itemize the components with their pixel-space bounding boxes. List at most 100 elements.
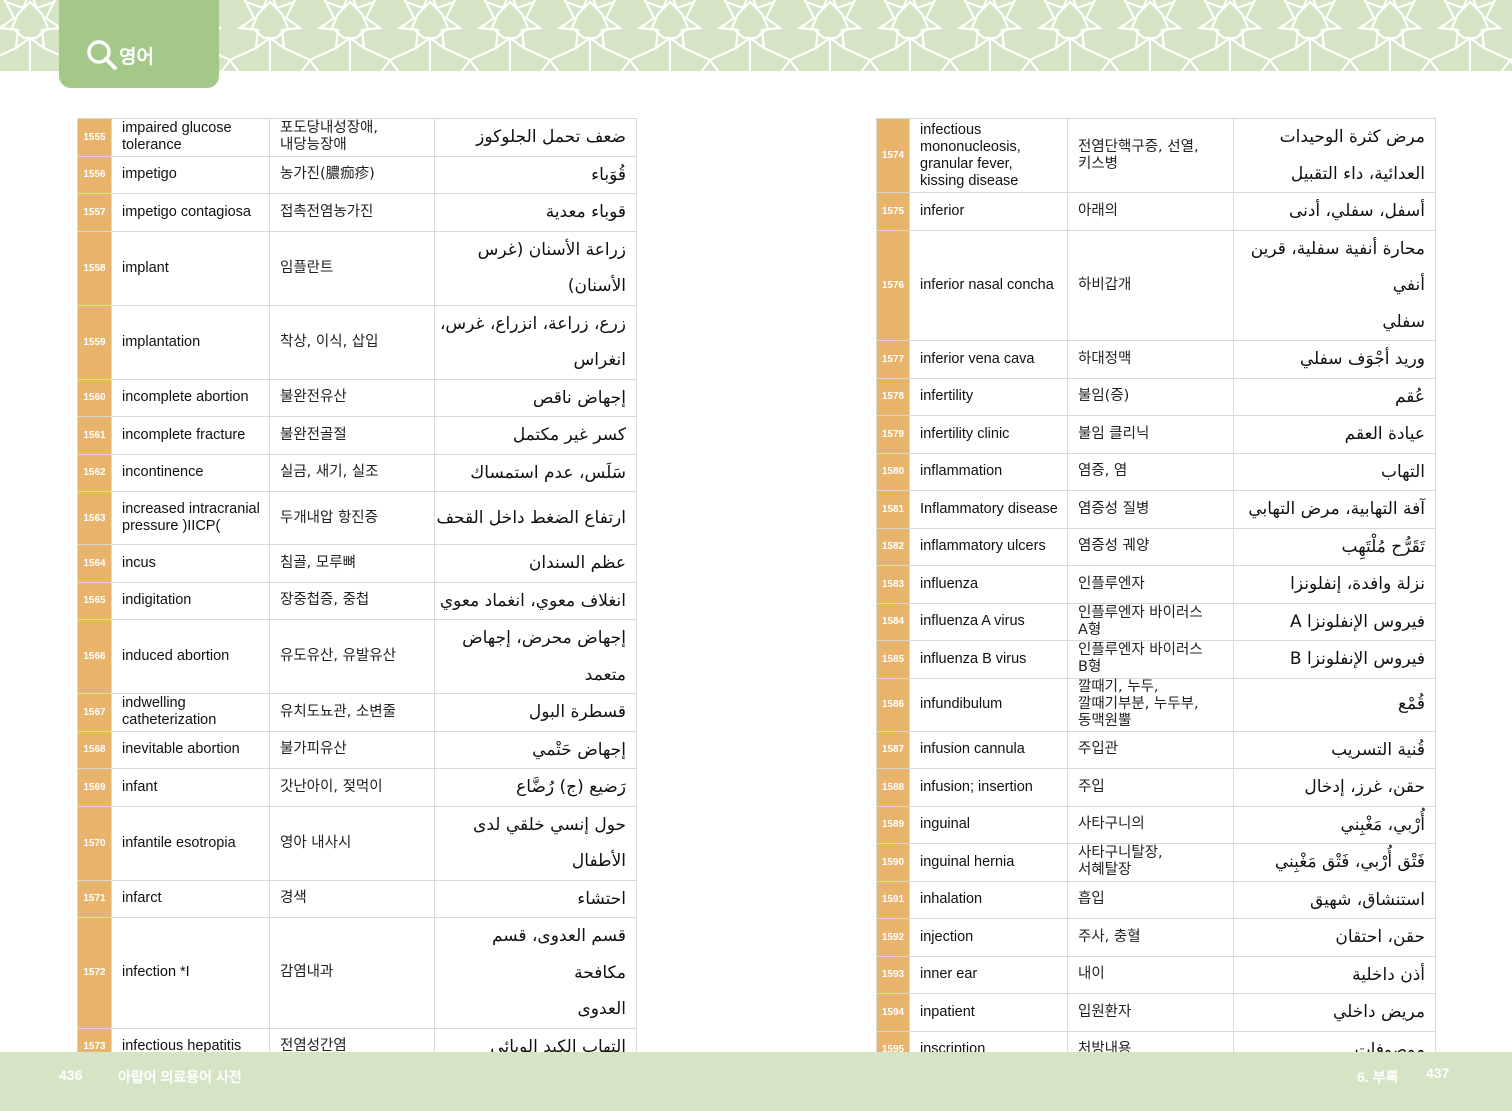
entry-row: 1567 indwelling catheterization 유치도뇨관, 소변줄… [77,693,637,732]
english-term: impetigo [111,155,270,194]
korean-term: 입원환자 [1067,993,1234,1032]
english-term: infertility [909,377,1068,416]
search-icon [87,40,117,70]
arabic-term: انغلاف معوي، انغماد معوي [434,581,637,620]
korean-term: 염증, 염 [1067,452,1234,491]
entry-row: 1563 increased intracranial pressure )IIC… [77,491,637,545]
korean-term: 주입 [1067,768,1234,807]
entry-row: 1576 inferior nasal concha 하비갑개 محارة أنفية… [876,229,1436,341]
english-term: implantation [111,304,270,380]
entry-number: 1564 [77,544,112,583]
english-term: indigitation [111,581,270,620]
arabic-term: رَضيع (ج) رُضَّاع [434,768,637,807]
arabic-term: عُقم [1233,377,1436,416]
english-term: infectious mononucleosis, granular fever… [909,118,1068,193]
english-term: inferior [909,192,1068,231]
arabic-term: زراعة الأسنان (غرس الأسنان) [434,230,637,306]
english-term: impaired glucose tolerance [111,118,270,157]
entry-number: 1570 [77,805,112,881]
entry-row: 1580 inflammation 염증, 염 التهاب [876,452,1436,491]
left-page-number: 436 [59,1067,83,1083]
korean-term: 사타구니의 [1067,805,1234,844]
korean-term: 불임(증) [1067,377,1234,416]
english-term: infundibulum [909,677,1068,732]
arabic-term: عيادة العقم [1233,415,1436,454]
entry-number: 1585 [876,640,910,679]
arabic-term: نزلة وافدة، إنفلونزا [1233,565,1436,604]
arabic-term: سَلَس، عدم استمساك [434,453,637,492]
arabic-term: إجهاض محرض، إجهاض متعمد [434,619,637,694]
korean-term: 아래의 [1067,192,1234,231]
english-term: inferior nasal concha [909,229,1068,341]
arabic-term: إجهاض ناقص [434,378,637,417]
entry-row: 1572 infection *I 감염내과 قسم العدوى، قسم مكاف… [77,917,637,1029]
english-term: inpatient [909,993,1068,1032]
korean-term: 인플루엔자 바이러스 A형 [1067,602,1234,641]
arabic-term: أسفل، سفلي، أدنى [1233,192,1436,231]
korean-term: 하대정맥 [1067,340,1234,379]
english-term: incontinence [111,453,270,492]
english-term: infantile esotropia [111,805,270,881]
arabic-term: حقن، احتقان [1233,918,1436,957]
korean-term: 내이 [1067,955,1234,994]
entry-row: 1557 impetigo contagiosa 접촉전염농가진 قوباء معدي… [77,193,637,232]
entry-row: 1577 inferior vena cava 하대정맥 وريد أجْوَف سف… [876,340,1436,379]
korean-term: 전염단핵구증, 선열, 키스병 [1067,118,1234,193]
english-term: infusion; insertion [909,768,1068,807]
arabic-term: حقن، غرز، إدخال [1233,768,1436,807]
entry-number: 1581 [876,490,910,529]
entry-row: 1582 inflammatory ulcers 염증성 궤양 تَقَرُّح مُ… [876,527,1436,566]
english-term: inner ear [909,955,1068,994]
entry-number: 1559 [77,304,112,380]
entry-row: 1558 implant 임플란트 زراعة الأسنان (غرس الأسنا… [77,230,637,306]
english-term: infant [111,768,270,807]
english-term: influenza B virus [909,640,1068,679]
entry-row: 1559 implantation 착상, 이식, 삽입 زرع، زراعة، ان… [77,304,637,380]
arabic-term: فَتْق أُرْبي، فَتْق مَغْبِني [1233,843,1436,882]
arabic-term: احتشاء [434,879,637,918]
entry-row: 1568 inevitable abortion 불가피유산 إجهاض حَتْمي [77,730,637,769]
korean-term: 침골, 모루뼈 [269,544,435,583]
arabic-term: زرع، زراعة، انزراع، غرس، انغراس [434,304,637,380]
arabic-term: مريض داخلي [1233,993,1436,1032]
english-term: Inflammatory disease [909,490,1068,529]
entry-row: 1565 indigitation 장중첩증, 중첩 انغلاف معوي، انغ… [77,581,637,620]
entry-number: 1591 [876,880,910,919]
arabic-term: قوباء معدية [434,193,637,232]
entry-number: 1575 [876,192,910,231]
entry-number: 1566 [77,619,112,694]
korean-term: 두개내압 항진증 [269,491,435,545]
entry-row: 1586 infundibulum 깔때기, 누두, 깔때기부분, 누두부, 동맥원… [876,677,1436,732]
english-term: influenza [909,565,1068,604]
entry-row: 1569 infant 갓난아이, 젖먹이 رَضيع (ج) رُضَّاع [77,768,637,807]
entry-number: 1556 [77,155,112,194]
entry-row: 1579 infertility clinic 불임 클리닉 عيادة العقم [876,415,1436,454]
korean-term: 흡입 [1067,880,1234,919]
korean-term: 농가진(膿痂疹) [269,155,435,194]
entry-row: 1594 inpatient 입원환자 مريض داخلي [876,993,1436,1032]
entry-number: 1562 [77,453,112,492]
entry-number: 1592 [876,918,910,957]
entry-row: 1589 inguinal 사타구니의 أُرْبي، مَغْبِني [876,805,1436,844]
english-term: indwelling catheterization [111,693,270,732]
entry-row: 1562 incontinence 실금, 새기, 실조 سَلَس، عدم است… [77,453,637,492]
english-term: inflammation [909,452,1068,491]
korean-term: 불임 클리닉 [1067,415,1234,454]
entry-row: 1564 incus 침골, 모루뼈 عظم السندان [77,544,637,583]
entry-row: 1588 infusion; insertion 주입 حقن، غرز، إدخال [876,768,1436,807]
entry-number: 1565 [77,581,112,620]
english-term: implant [111,230,270,306]
english-term: incomplete abortion [111,378,270,417]
arabic-term: محارة أنفية سفلية، قرين أنفي سفلي [1233,229,1436,341]
english-term: infertility clinic [909,415,1068,454]
korean-term: 영아 내사시 [269,805,435,881]
entry-number: 1578 [876,377,910,416]
arabic-term: أُرْبي، مَغْبِني [1233,805,1436,844]
korean-term: 임플란트 [269,230,435,306]
english-term: infusion cannula [909,730,1068,769]
arabic-term: كسر غير مكتمل [434,416,637,455]
korean-term: 인플루엔자 바이러스 B형 [1067,640,1234,679]
right-page-number: 437 [1426,1065,1450,1081]
english-term: inflammatory ulcers [909,527,1068,566]
arabic-term: حول إنسي خلقي لدى الأطفال [434,805,637,881]
